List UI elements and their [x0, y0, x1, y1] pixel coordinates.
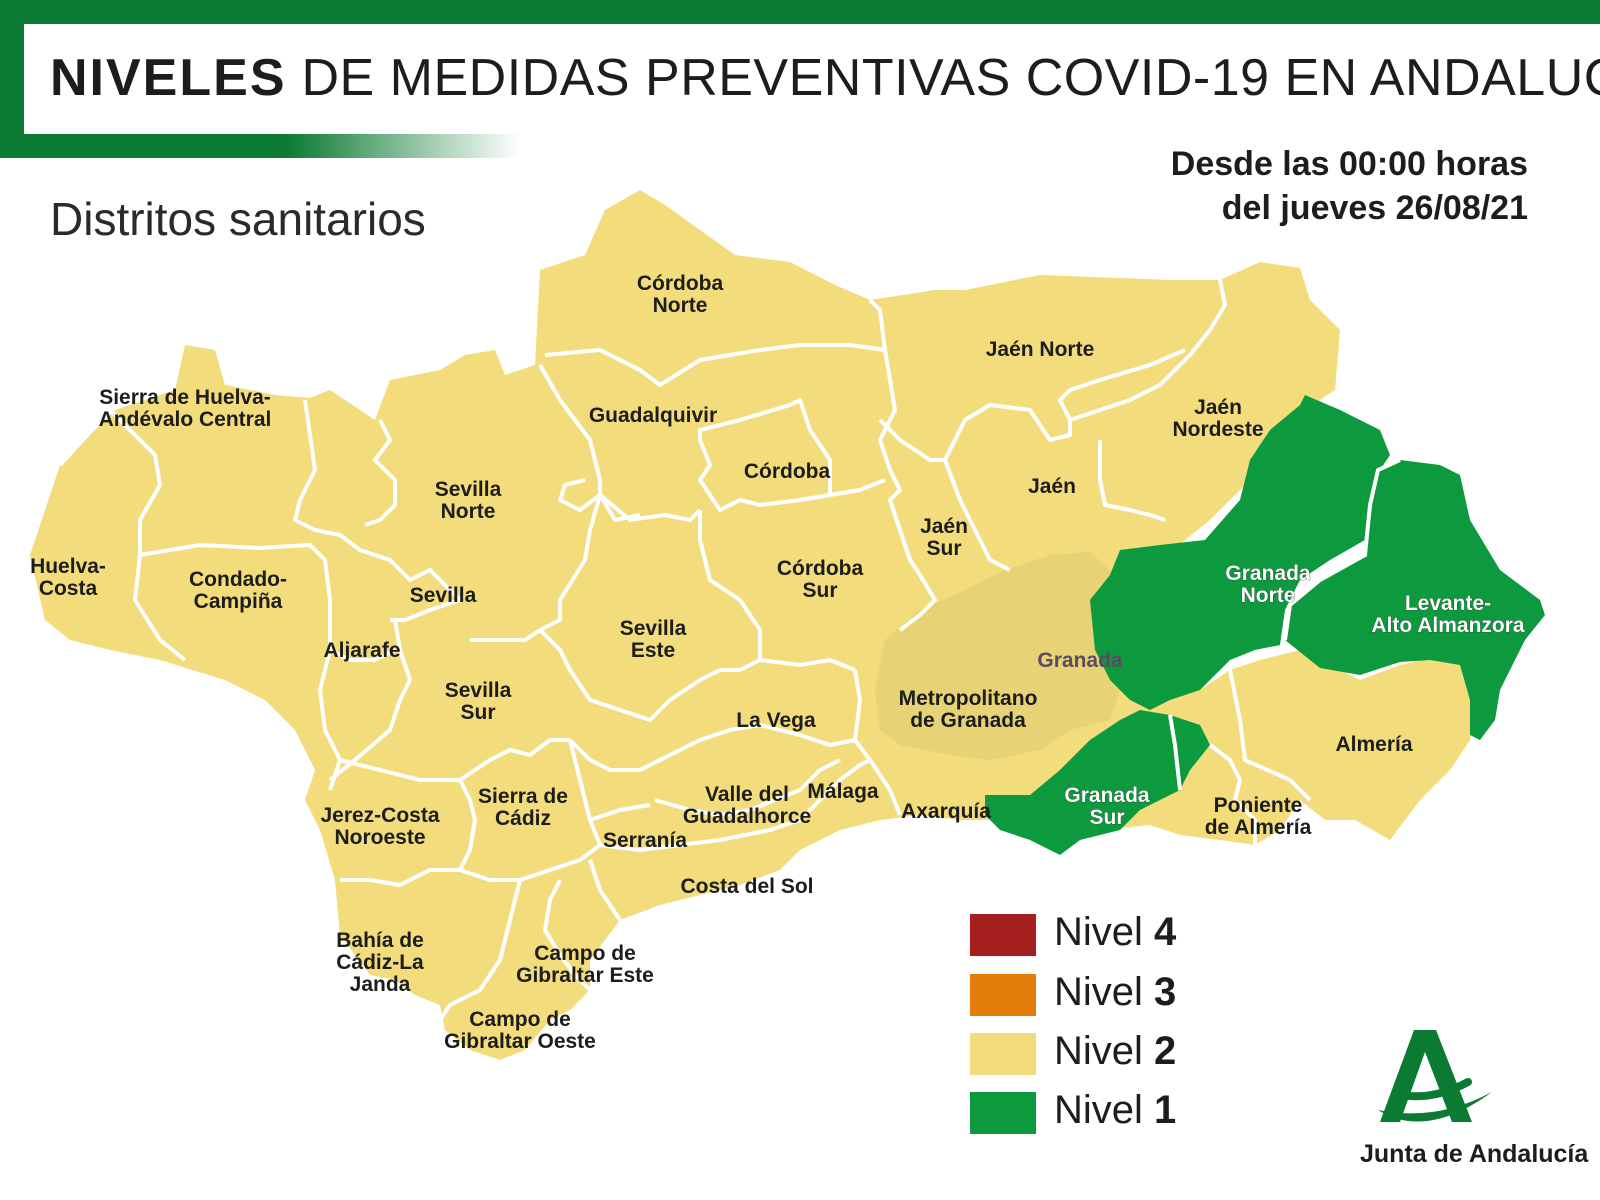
label-bahia-cadiz-la-janda: Bahía de Cádiz-La Janda — [336, 929, 424, 996]
legend-item-nivel-3: Nivel 3 — [970, 970, 1270, 1022]
date-line-2: del jueves 26/08/21 — [1221, 189, 1528, 227]
label-jaen-sur: Jaén Sur — [920, 515, 968, 560]
region-levante-alto-almanzora — [1285, 460, 1545, 740]
label-cordoba-norte: Córdoba Norte — [637, 272, 724, 317]
label-campo-gibraltar-este: Campo de Gibraltar Este — [516, 942, 654, 987]
region-granada-sur — [985, 710, 1210, 855]
label-aljarafe: Aljarafe — [323, 639, 400, 662]
legend-item-nivel-1: Nivel 1 — [970, 1088, 1270, 1140]
map-regions — [30, 190, 1545, 1060]
label-sierra-cadiz: Sierra de Cádiz — [478, 785, 568, 830]
label-jaen: Jaén — [1028, 475, 1076, 498]
label-cordoba-sur: Córdoba Sur — [777, 557, 864, 602]
label-poniente-almeria: Poniente de Almería — [1205, 794, 1312, 839]
legend-label-nivel-2: Nivel 2 — [1054, 1029, 1177, 1073]
page-title: NIVELES DE MEDIDAS PREVENTIVAS COVID-19 … — [50, 48, 1600, 108]
legend-label-nivel-4: Nivel 4 — [1054, 910, 1177, 954]
date-block: Desde las 00:00 horas del jueves 26/08/2… — [1171, 142, 1528, 230]
district-borders — [58, 279, 1312, 1022]
title-box — [24, 24, 1600, 134]
region-granada-norte — [1090, 395, 1390, 710]
a-logo-icon — [1378, 1030, 1492, 1122]
label-jaen-nordeste: Jaén Nordeste — [1172, 396, 1263, 441]
label-guadalquivir: Guadalquivir — [589, 404, 717, 427]
label-cordoba: Córdoba — [744, 460, 831, 483]
label-sevilla-este: Sevilla Este — [620, 617, 687, 662]
district-labels: Córdoba Norte Jaén Norte Sierra de Huelva… — [30, 272, 1525, 1053]
label-jaen-norte: Jaén Norte — [986, 338, 1095, 361]
label-campo-gibraltar-oeste: Campo de Gibraltar Oeste — [444, 1008, 596, 1053]
label-granada-sur: Granada Sur — [1064, 784, 1150, 829]
header-fade-bar — [0, 134, 520, 158]
label-costa-del-sol: Costa del Sol — [680, 875, 813, 898]
page-title-bold: NIVELES — [50, 49, 287, 107]
legend-label-nivel-3: Nivel 3 — [1054, 970, 1177, 1014]
label-sevilla: Sevilla — [410, 584, 477, 607]
map-subtitle: Distritos sanitarios — [50, 193, 426, 245]
date-line-1: Desde las 00:00 horas — [1170, 145, 1528, 183]
label-levante-alto-almanzora: Levante-Alto Almanzora — [1371, 592, 1525, 637]
label-almeria: Almería — [1335, 733, 1412, 756]
label-malaga: Málaga — [807, 780, 879, 803]
label-condado-campina: Condado-Campiña — [189, 568, 287, 613]
legend-swatch-nivel-1 — [970, 1092, 1036, 1134]
page-title-rest: DE MEDIDAS PREVENTIVAS COVID-19 EN ANDAL… — [301, 49, 1600, 107]
logo-text: Junta de Andalucía — [1360, 1140, 1589, 1168]
legend-swatch-nivel-3 — [970, 974, 1036, 1016]
label-sevilla-norte: Sevilla Norte — [435, 478, 502, 523]
label-metropolitano-granada: Metropolitano de Granada — [899, 687, 1038, 732]
legend-item-nivel-2: Nivel 2 — [970, 1029, 1270, 1081]
label-sierra-huelva: Sierra de Huelva-Andévalo Central — [99, 386, 272, 431]
label-granada-city: Granada — [1037, 649, 1123, 672]
region-metropolitano-granada — [875, 552, 1120, 760]
label-axarquia: Axarquía — [901, 800, 991, 823]
label-valle-guadalhorce: Valle del Guadalhorce — [683, 783, 811, 828]
legend-swatch-nivel-2 — [970, 1033, 1036, 1075]
label-granada-norte: Granada Norte — [1225, 562, 1311, 607]
legend-label-nivel-1: Nivel 1 — [1054, 1088, 1177, 1132]
label-la-vega: La Vega — [736, 709, 816, 732]
label-jerez-costa-noroeste: Jerez-Costa Noroeste — [320, 804, 439, 849]
legend-swatch-nivel-4 — [970, 914, 1036, 956]
header-left-bar — [0, 0, 24, 158]
green-region-borders — [1283, 458, 1401, 641]
legend-item-nivel-4: Nivel 4 — [970, 910, 1270, 962]
label-huelva-costa: Huelva-Costa — [30, 555, 106, 600]
header-top-bar — [0, 0, 1600, 24]
label-sevilla-sur: Sevilla Sur — [445, 679, 512, 724]
label-serrania: Serranía — [603, 829, 687, 852]
